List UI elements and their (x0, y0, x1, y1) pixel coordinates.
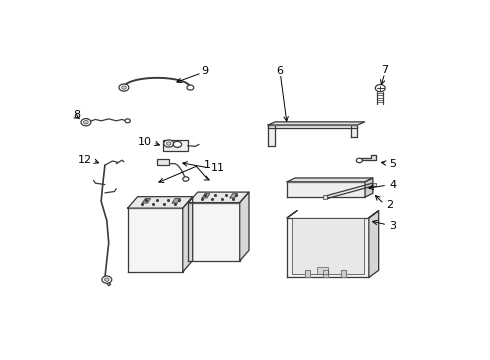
Circle shape (187, 85, 194, 90)
Polygon shape (172, 198, 180, 203)
Polygon shape (143, 198, 150, 203)
Polygon shape (369, 211, 379, 218)
Circle shape (122, 86, 126, 89)
Text: 10: 10 (138, 136, 151, 147)
Polygon shape (326, 183, 373, 198)
Circle shape (125, 119, 130, 123)
Polygon shape (287, 218, 369, 278)
Bar (163, 140, 188, 151)
Polygon shape (369, 211, 379, 278)
Circle shape (102, 276, 112, 283)
Polygon shape (240, 192, 249, 261)
Circle shape (81, 118, 91, 126)
Text: 5: 5 (389, 159, 396, 169)
Text: 2: 2 (386, 201, 393, 210)
Polygon shape (268, 125, 358, 128)
Polygon shape (230, 194, 237, 198)
Circle shape (104, 278, 109, 281)
Text: 3: 3 (389, 221, 396, 231)
Circle shape (183, 177, 189, 181)
Polygon shape (361, 156, 376, 159)
Polygon shape (268, 122, 365, 125)
Text: 11: 11 (211, 163, 225, 174)
Polygon shape (365, 178, 373, 197)
Text: 7: 7 (381, 66, 389, 75)
Polygon shape (189, 192, 249, 203)
Polygon shape (305, 270, 310, 278)
Circle shape (119, 84, 129, 91)
Bar (317, 267, 328, 274)
Text: 8: 8 (73, 110, 80, 120)
Polygon shape (351, 125, 358, 138)
Circle shape (375, 85, 385, 92)
Circle shape (173, 141, 182, 148)
Polygon shape (323, 270, 328, 278)
Polygon shape (189, 203, 240, 261)
Polygon shape (202, 194, 210, 198)
Polygon shape (287, 182, 365, 197)
Polygon shape (128, 197, 193, 208)
Polygon shape (268, 125, 275, 146)
Circle shape (164, 140, 173, 147)
Polygon shape (341, 270, 345, 278)
Polygon shape (183, 197, 193, 272)
Polygon shape (287, 178, 373, 182)
Polygon shape (287, 211, 297, 218)
Bar (322, 195, 327, 199)
Bar (371, 183, 376, 186)
Polygon shape (128, 208, 183, 272)
Text: 4: 4 (389, 180, 396, 190)
Text: 6: 6 (276, 66, 283, 76)
Circle shape (167, 142, 171, 145)
Text: 9: 9 (201, 66, 208, 76)
Bar (292, 218, 364, 274)
Bar (157, 159, 170, 165)
Circle shape (84, 121, 88, 124)
Text: 1: 1 (204, 160, 211, 170)
Text: 12: 12 (77, 155, 92, 165)
Circle shape (356, 158, 363, 163)
